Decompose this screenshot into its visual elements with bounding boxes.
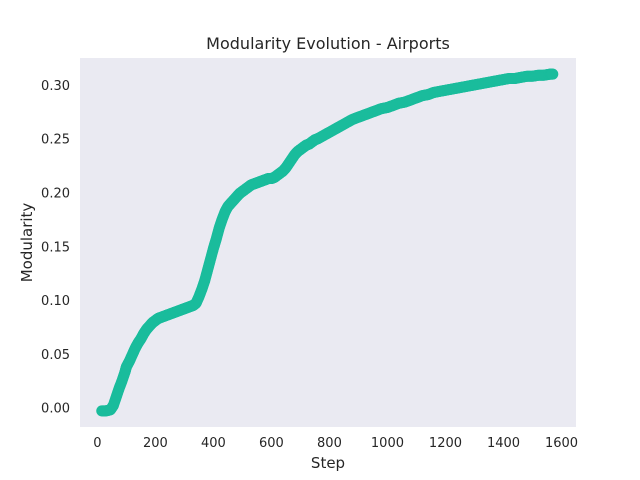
- y-tick-label: 0.20: [41, 186, 70, 201]
- x-tick-label: 1200: [429, 436, 462, 451]
- plot-background: [80, 58, 576, 427]
- x-tick-label: 1000: [371, 436, 404, 451]
- x-tick-label: 0: [93, 436, 101, 451]
- y-tick-label: 0.30: [41, 79, 70, 94]
- x-tick-label: 800: [317, 436, 342, 451]
- x-tick-label: 600: [259, 436, 284, 451]
- x-tick-label: 200: [143, 436, 168, 451]
- data-point: [547, 68, 559, 80]
- y-axis-label: Modularity: [18, 203, 36, 283]
- x-tick-label: 1400: [487, 436, 520, 451]
- x-axis-label: Step: [311, 454, 345, 472]
- x-tick-label: 400: [201, 436, 226, 451]
- y-tick-label: 0.05: [41, 348, 70, 363]
- ticks-group: 0 200 400 600 800 1000 1200 1400 1600 0.00 0.05 0.1…: [41, 79, 578, 451]
- y-tick-label: 0.25: [41, 133, 70, 148]
- y-tick-label: 0.00: [41, 402, 70, 417]
- y-tick-label: 0.10: [41, 294, 70, 309]
- data-points: [96, 68, 559, 417]
- y-tick-label: 0.15: [41, 240, 70, 255]
- chart-title: Modularity Evolution - Airports: [206, 34, 450, 53]
- x-tick-label: 1600: [545, 436, 578, 451]
